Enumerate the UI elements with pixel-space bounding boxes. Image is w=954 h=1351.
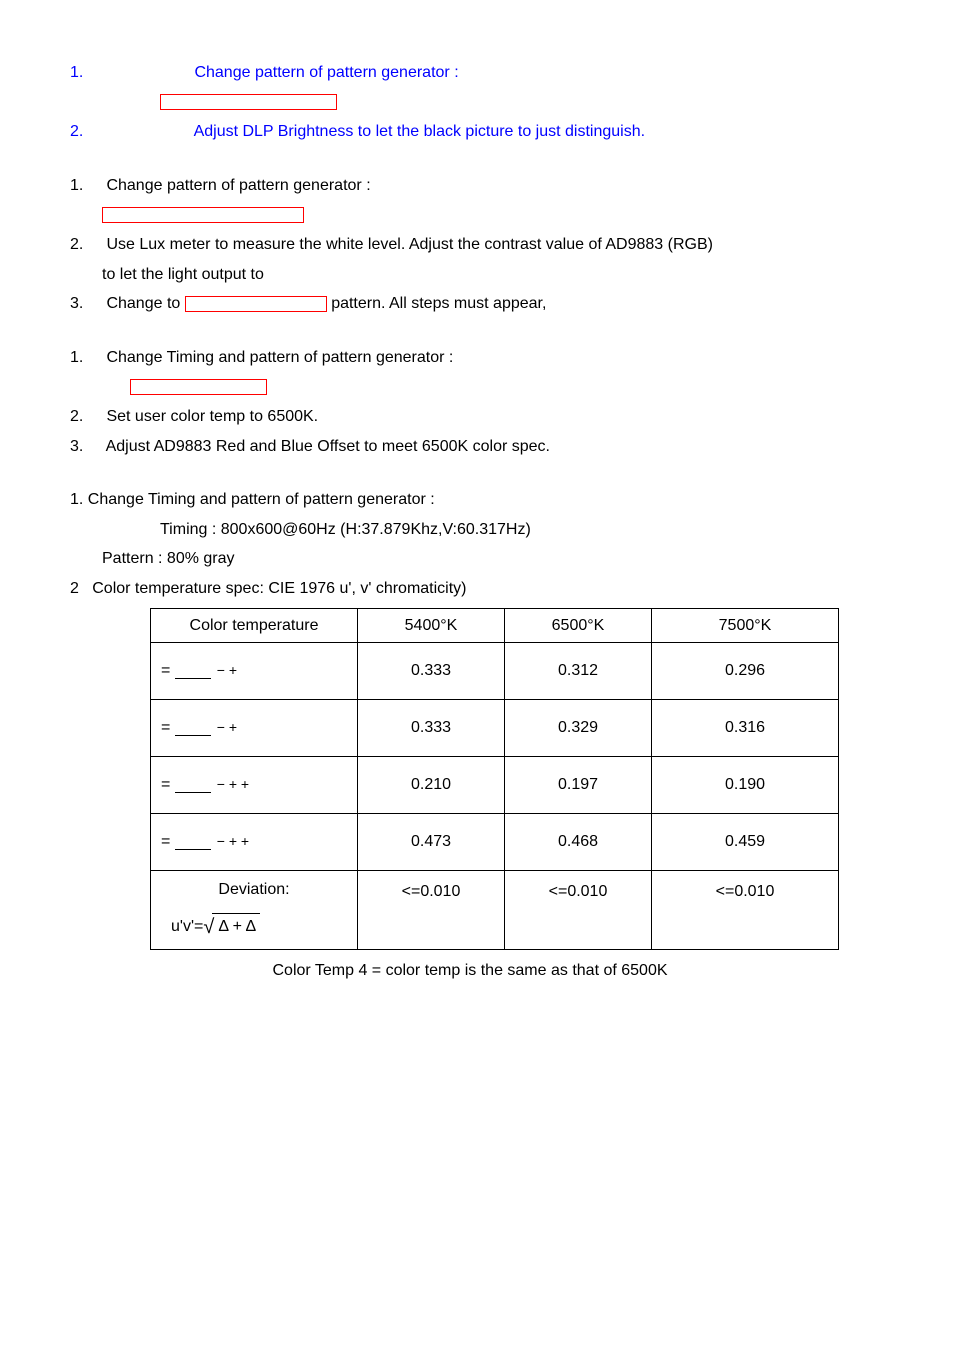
list-number: 1. (70, 60, 190, 86)
eq-prefix: = (161, 776, 170, 793)
frac-bot: − + + (211, 833, 255, 849)
equation-cell: = − + + (151, 757, 358, 814)
list-number: 2. (70, 404, 102, 430)
redline-b1 (102, 202, 904, 228)
table-cell: 0.190 (652, 757, 839, 814)
list-text: Change Timing and pattern of pattern gen… (88, 491, 435, 508)
list-text: Use Lux meter to measure the white level… (106, 236, 713, 253)
section-b-item2-cont: to let the light output to (102, 262, 904, 288)
color-temp-table: Color temperature 5400°K 6500°K 7500°K =… (150, 608, 839, 950)
table-cell: 0.473 (358, 814, 505, 871)
table-cell: 0.296 (652, 643, 839, 700)
table-cell: 0.468 (505, 814, 652, 871)
list-number: 1. (70, 491, 83, 508)
list-number: 1. (70, 173, 102, 199)
list-number: 2 (70, 580, 79, 597)
list-text: Set user color temp to 6500K. (106, 408, 318, 425)
list-text: Change to (106, 295, 184, 312)
table-cell: 0.333 (358, 700, 505, 757)
table-cell: 0.312 (505, 643, 652, 700)
equation-cell: = − + (151, 700, 358, 757)
section-c: 1. Change Timing and pattern of pattern … (70, 345, 904, 459)
list-text: Change pattern of pattern generator : (194, 64, 458, 81)
table-header: Color temperature (151, 608, 358, 643)
table-caption: Color Temp 4 = color temp is the same as… (150, 958, 790, 984)
frac-bot: − + (211, 719, 243, 735)
section-d-item1: 1. Change Timing and pattern of pattern … (70, 487, 904, 513)
table-cell: <=0.010 (505, 871, 652, 950)
redline-box (160, 94, 337, 110)
table-cell: <=0.010 (358, 871, 505, 950)
list-text: Change Timing and pattern of pattern gen… (106, 349, 453, 366)
table-cell: 0.459 (652, 814, 839, 871)
equation-cell: = − + (151, 643, 358, 700)
frac-top (175, 719, 211, 736)
table-header-row: Color temperature 5400°K 6500°K 7500°K (151, 608, 839, 643)
list-text: Adjust AD9883 Red and Blue Offset to mee… (106, 438, 550, 455)
table-cell: 0.210 (358, 757, 505, 814)
frac-bot: − + + (211, 776, 255, 792)
frac-bot: − + (211, 662, 243, 678)
redline-c1 (130, 374, 904, 400)
table-header: 6500°K (505, 608, 652, 643)
table-header: 5400°K (358, 608, 505, 643)
section-b-item1: 1. Change pattern of pattern generator : (70, 173, 904, 199)
table-row: = − + + 0.473 0.468 0.459 (151, 814, 839, 871)
deviation-cell: Deviation: u'v'= √ Δ + Δ (151, 871, 358, 950)
list-number: 2. (70, 232, 102, 258)
table-cell: <=0.010 (652, 871, 839, 950)
list-number: 2. (70, 119, 190, 145)
fraction: − + (175, 663, 243, 678)
list-number: 1. (70, 345, 102, 371)
section-a-item2: 2. Adjust DLP Brightness to let the blac… (70, 119, 904, 145)
list-text: Color temperature spec: CIE 1976 u', v' … (92, 580, 466, 597)
eq-prefix: = (161, 833, 170, 850)
redline-a (160, 90, 904, 116)
equation-cell: = − + + (151, 814, 358, 871)
list-number: 3. (70, 291, 102, 317)
table-cell: 0.197 (505, 757, 652, 814)
section-b-item3: 3. Change to pattern. All steps must app… (70, 291, 904, 317)
redline-box (102, 207, 304, 223)
list-number: 3. (70, 434, 102, 460)
frac-top (175, 833, 211, 850)
eq-prefix: = (161, 662, 170, 679)
section-d: 1. Change Timing and pattern of pattern … (70, 487, 904, 983)
table-cell: 0.329 (505, 700, 652, 757)
sqrt-arg: Δ + Δ (212, 913, 260, 940)
list-text: Change pattern of pattern generator : (106, 177, 370, 194)
fraction: − + + (175, 834, 255, 849)
fraction: − + (175, 720, 243, 735)
section-a: 1. Change pattern of pattern generator :… (70, 60, 904, 145)
redline-box (130, 379, 267, 395)
section-c-item3: 3. Adjust AD9883 Red and Blue Offset to … (70, 434, 904, 460)
section-c-item1: 1. Change Timing and pattern of pattern … (70, 345, 904, 371)
list-text: Adjust DLP Brightness to let the black p… (194, 123, 646, 140)
section-d-item2: 2 Color temperature spec: CIE 1976 u', v… (70, 576, 904, 602)
table-row: = − + 0.333 0.329 0.316 (151, 700, 839, 757)
section-b: 1. Change pattern of pattern generator :… (70, 173, 904, 317)
eq-prefix: = (161, 719, 170, 736)
table-row: = − + 0.333 0.312 0.296 (151, 643, 839, 700)
table-cell: 0.333 (358, 643, 505, 700)
list-text: to let the light output to (102, 266, 264, 283)
table-row: = − + + 0.210 0.197 0.190 (151, 757, 839, 814)
frac-top (175, 662, 211, 679)
redline-box (185, 296, 327, 312)
formula-prefix: u'v'= (171, 914, 203, 940)
list-text: pattern. All steps must appear, (331, 295, 546, 312)
deviation-formula: u'v'= √ Δ + Δ (161, 911, 347, 943)
pattern-line: Pattern : 80% gray (102, 546, 904, 572)
timing-line: Timing : 800x600@60Hz (H:37.879Khz,V:60.… (160, 517, 904, 543)
section-c-item2: 2. Set user color temp to 6500K. (70, 404, 904, 430)
frac-top (175, 776, 211, 793)
fraction: − + + (175, 777, 255, 792)
table-cell: 0.316 (652, 700, 839, 757)
deviation-label: Deviation: (161, 877, 347, 903)
section-a-item1: 1. Change pattern of pattern generator : (70, 60, 904, 86)
table-row-deviation: Deviation: u'v'= √ Δ + Δ <=0.010 <=0.010… (151, 871, 839, 950)
section-b-item2: 2. Use Lux meter to measure the white le… (70, 232, 904, 258)
table-header: 7500°K (652, 608, 839, 643)
